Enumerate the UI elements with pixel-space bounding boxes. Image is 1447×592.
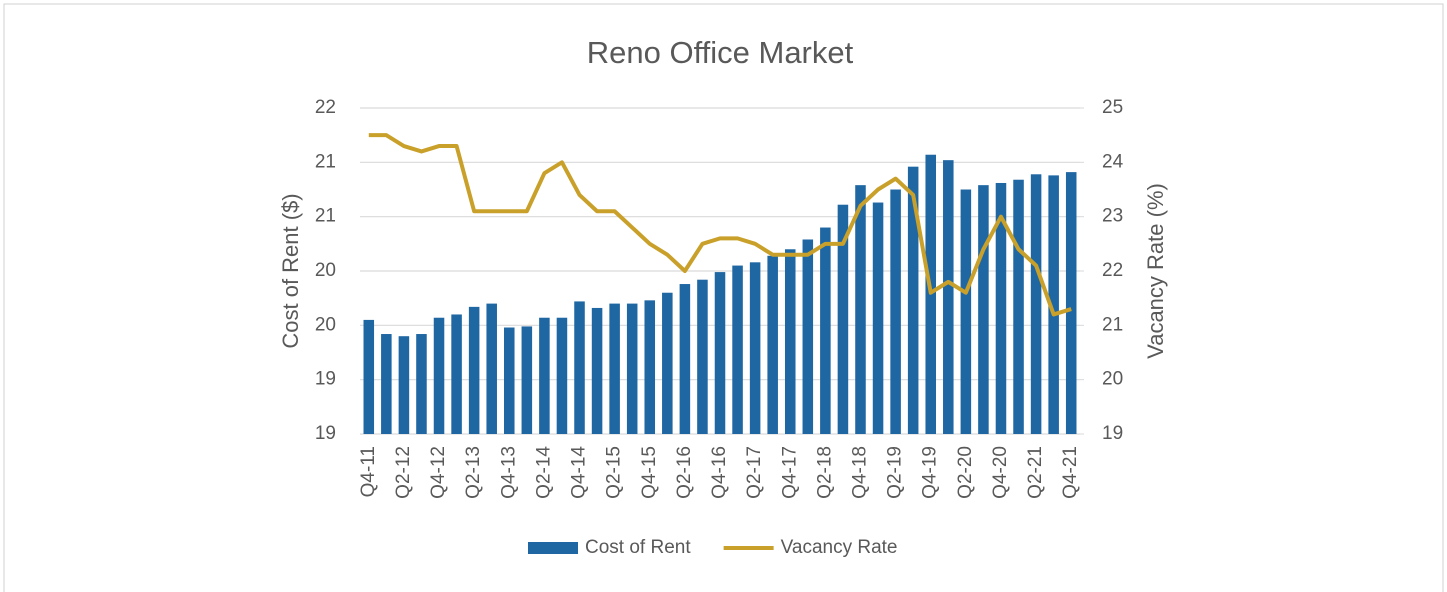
x-tick-label: Q4-18: [850, 446, 871, 499]
bar: [820, 227, 831, 434]
x-tick-label: Q2-15: [604, 446, 625, 499]
chart-title: Reno Office Market: [587, 35, 854, 70]
bar: [855, 185, 866, 434]
bar: [837, 204, 849, 434]
bar: [451, 314, 462, 434]
bar: [767, 255, 778, 434]
x-tick-label: Q4-16: [709, 446, 730, 499]
x-tick-label: Q2-19: [885, 446, 906, 499]
bar: [802, 239, 814, 434]
bar: [574, 301, 585, 434]
x-tick-label: Q2-18: [814, 446, 835, 499]
bar: [556, 317, 568, 434]
bar: [521, 326, 533, 434]
x-tick-label: Q2-21: [1025, 446, 1046, 499]
x-tick-label: Q4-21: [1060, 446, 1081, 499]
bar: [784, 249, 796, 434]
y-tick-label: 21: [315, 151, 336, 172]
bar: [907, 166, 919, 434]
x-tick-label: Q4-11: [358, 446, 379, 497]
x-tick-label: Q2-13: [463, 446, 484, 499]
y2-axis-label: Vacancy Rate (%): [1143, 183, 1168, 359]
bar: [363, 319, 375, 434]
x-tick-label: Q4-12: [428, 446, 449, 499]
bar: [943, 160, 954, 434]
x-tick-label: Q4-15: [639, 446, 660, 499]
y-tick-label: 22: [315, 97, 336, 118]
bar: [1065, 172, 1077, 434]
bar: [749, 262, 761, 434]
bar: [872, 202, 884, 434]
y-axis-label: Cost of Rent ($): [278, 193, 303, 348]
bar: [1030, 174, 1042, 434]
bar: [978, 185, 989, 434]
legend-label: Cost of Rent: [585, 537, 691, 558]
bar: [591, 307, 603, 434]
x-tick-label: Q2-12: [393, 446, 414, 499]
y-tick-label: 19: [315, 369, 336, 390]
bar: [398, 336, 410, 434]
bar: [626, 303, 638, 434]
bar: [995, 182, 1007, 434]
bar: [890, 189, 901, 434]
bar: [381, 334, 392, 434]
bar: [486, 303, 497, 434]
bar: [416, 334, 427, 434]
x-tick-label: Q2-14: [533, 446, 554, 499]
bar: [1013, 179, 1024, 434]
x-tick-label: Q4-20: [990, 446, 1011, 499]
bar: [433, 317, 445, 434]
y2-tick-label: 24: [1102, 151, 1124, 172]
y-tick-label: 19: [315, 423, 336, 444]
bar: [679, 284, 691, 434]
bar: [468, 306, 480, 434]
bar: [714, 272, 726, 434]
bar: [662, 292, 673, 434]
x-tick-label: Q2-17: [744, 446, 765, 499]
x-tick-label: Q4-19: [920, 446, 941, 499]
y-tick-label: 20: [315, 314, 336, 335]
bar: [697, 279, 708, 434]
bar: [960, 189, 972, 434]
bar: [539, 317, 550, 434]
y2-tick-label: 22: [1102, 260, 1123, 281]
bar: [732, 265, 743, 434]
x-tick-label: Q4-17: [779, 446, 800, 499]
line: [368, 133, 1072, 317]
y-tick-label: 20: [315, 260, 336, 281]
x-tick-label: Q4-13: [498, 446, 519, 499]
x-tick-label: Q4-14: [569, 446, 590, 499]
y2-tick-label: 23: [1102, 206, 1123, 227]
y2-tick-label: 25: [1102, 97, 1123, 118]
bar: [609, 303, 620, 434]
legend-swatch: [528, 542, 578, 554]
y2-tick-label: 20: [1102, 369, 1123, 390]
bar: [504, 327, 515, 434]
x-tick-label: Q2-16: [674, 446, 695, 499]
legend-label: Vacancy Rate: [781, 537, 898, 558]
y-tick-label: 21: [315, 206, 336, 227]
bar: [1048, 175, 1059, 434]
y2-tick-label: 19: [1102, 423, 1123, 444]
y2-tick-label: 21: [1102, 314, 1123, 335]
x-tick-label: Q2-20: [955, 446, 976, 499]
bar: [644, 300, 656, 434]
